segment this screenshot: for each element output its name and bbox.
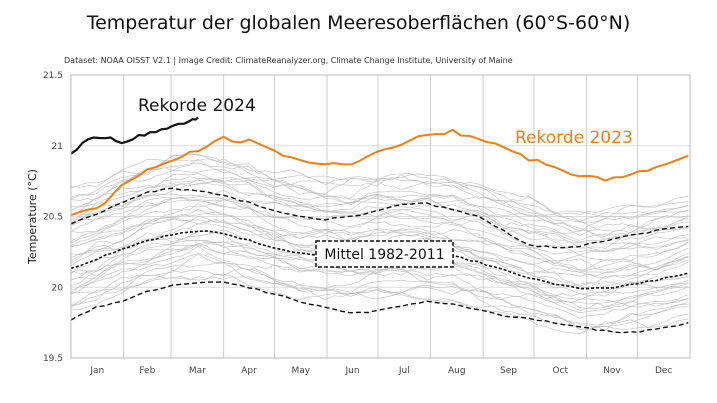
y-tick-label: 21	[52, 142, 63, 152]
axes: 19.5 20 20.5 21 21.5 Jan Feb Mar Apr May Jun Jul Aug…	[26, 71, 691, 376]
background-year-line	[70, 209, 689, 271]
background-year-line	[70, 177, 689, 240]
x-tick-label-dec: Dec	[655, 366, 672, 376]
y-tick-label: 19.5	[43, 354, 63, 364]
background-year-line	[70, 211, 689, 273]
series-2024-line	[70, 116, 199, 155]
background-year-line	[70, 153, 689, 220]
main-series	[70, 116, 689, 334]
x-tick-label-oct: Oct	[552, 366, 568, 376]
background-year-line	[70, 179, 689, 237]
background-year-line	[70, 190, 689, 256]
x-tick-label-mar: Mar	[189, 366, 206, 376]
image-credit: Dataset: NOAA OISST V2.1 | Image Credit:…	[64, 56, 513, 65]
background-year-line	[70, 203, 689, 271]
x-tick-label-jan: Jan	[89, 366, 104, 376]
annotations: Rekorde 2024 Rekorde 2023 Mittel 1982-2011	[138, 96, 633, 268]
series-bound-line	[70, 187, 689, 249]
y-tick-label: 20.5	[43, 213, 63, 223]
label-record-2023: Rekorde 2023	[515, 128, 633, 148]
background-year-line	[70, 241, 689, 307]
y-axis-label: Temperature (°C)	[26, 169, 39, 265]
background-year-line	[70, 173, 689, 241]
background-year-line	[70, 273, 689, 334]
x-tick-label-aug: Aug	[448, 366, 466, 376]
background-year-line	[70, 244, 689, 309]
background-year-line	[70, 245, 689, 313]
label-record-2024: Rekorde 2024	[138, 96, 256, 116]
x-tick-label-jun: Jun	[344, 366, 359, 376]
background-year-line	[70, 158, 689, 222]
label-mean: Mittel 1982-2011	[324, 247, 444, 263]
y-tick-label: 21.5	[43, 71, 63, 81]
background-year-line	[70, 182, 689, 249]
label-mean-box	[315, 240, 454, 268]
x-tick-label-feb: Feb	[139, 366, 155, 376]
chart-title: Temperatur der globalen Meeresoberfläche…	[86, 12, 631, 34]
y-tick-label: 20	[52, 283, 64, 293]
x-tick-label-sep: Sep	[500, 366, 517, 376]
x-tick-label-may: May	[291, 366, 310, 376]
background-year-line	[70, 199, 689, 273]
background-year-line	[70, 274, 689, 330]
background-year-line	[70, 158, 689, 215]
background-year-line	[70, 253, 689, 326]
background-year-line	[70, 262, 689, 331]
series-bound-line	[70, 281, 689, 334]
background-year-line	[70, 253, 689, 319]
background-year-line	[70, 176, 689, 237]
background-year-line	[70, 193, 689, 245]
series-2023-line	[70, 128, 689, 217]
x-tick-label-jul: Jul	[398, 366, 410, 376]
background-year-line	[70, 177, 689, 243]
plot-frame	[70, 74, 691, 359]
background-year-line	[70, 162, 689, 233]
x-tick-label-apr: Apr	[241, 366, 257, 376]
x-tick-label-nov: Nov	[603, 366, 621, 376]
